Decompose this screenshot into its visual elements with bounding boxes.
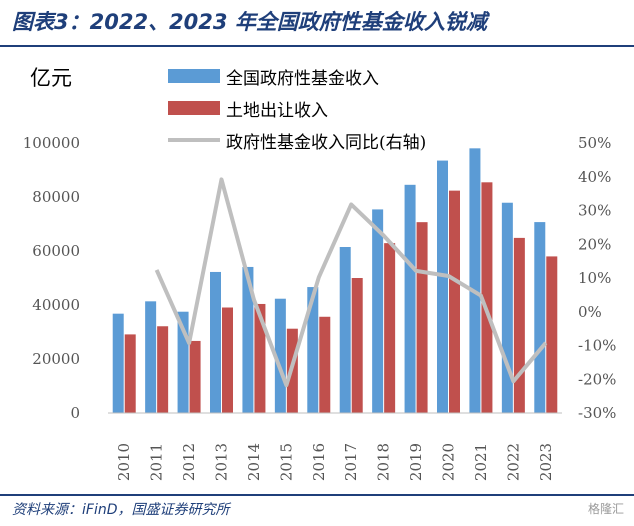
x-tick-label: 2021 [472,443,490,481]
bar-fund [404,184,416,413]
x-tick-label: 2018 [375,443,393,481]
bar-fund [242,266,254,413]
legend-label-land: 土地出让收入 [226,100,328,121]
legend-label-yoy: 政府性基金收入同比(右轴) [226,132,427,153]
y-left-tick-label: 40000 [32,296,80,314]
bar-land [384,243,396,413]
x-tick-label: 2020 [440,443,458,481]
y-unit-label: 亿元 [30,66,72,90]
source-note: 资料来源：iFinD，国盛证券研究所 [12,502,230,518]
title-rule [0,45,634,47]
x-tick-label: 2012 [180,443,198,481]
bar-fund [437,160,448,413]
y-right-tick-label: -20% [578,370,616,388]
chart-canvas: 0 20000 40000 60000 80000 100000 -30% -20% -10% 0… [23,134,617,481]
y-right-tick-label: 20% [578,235,611,253]
legend-label-fund: 全国政府性基金收入 [226,68,379,89]
legend-item-fund: 全国政府性基金收入 [168,60,426,92]
bar-fund [274,298,286,413]
legend: 全国政府性基金收入 土地出让收入 政府性基金收入同比(右轴) [168,60,426,156]
bar-fund [112,313,124,413]
x-tick-label: 2010 [115,443,133,481]
bar-land [513,237,525,413]
figure-title: 图表3：2022、2023 年全国政府性基金收入锐减 [12,10,487,34]
y-right-tick-label: -30% [578,404,616,422]
bar-land [222,307,233,413]
x-tick-label: 2016 [310,443,328,481]
x-tick-label: 2023 [537,443,555,481]
legend-swatch-land [168,101,220,115]
y-right-tick-label: 50% [578,134,611,152]
bar-fund [501,202,513,413]
y-right-tick-label: 10% [578,269,611,287]
x-tick-label: 2015 [277,443,295,481]
bar-land [416,222,428,413]
watermark: 格隆汇 [587,502,624,516]
bar-land [157,326,169,413]
y-right-tick-label: 30% [578,202,611,220]
legend-swatch-fund [168,69,220,83]
bar-land [189,340,201,413]
bar-land [481,182,493,413]
y-left-tick-label: 60000 [32,242,80,260]
legend-item-land: 土地出让收入 [168,92,426,124]
bar-fund [339,247,351,413]
y-right-tick-label: 40% [578,168,611,186]
bar-land [319,316,331,413]
bar-fund [177,311,189,413]
y-left-tick-label: 0 [70,404,80,422]
y-left-tick-label: 100000 [23,134,80,152]
x-tick-label: 2019 [407,443,425,481]
x-tick-label: 2014 [245,443,263,481]
bar-land [449,190,460,413]
y-left-tick-label: 20000 [32,350,80,368]
bar-land [351,278,363,413]
bar-fund [210,271,221,413]
y-right-tick-label: 0% [578,303,602,321]
bar-fund [372,209,384,413]
x-tick-label: 2017 [342,443,360,481]
bar-fund [145,301,157,413]
x-tick-label: 2011 [148,443,166,481]
y-right-tick-label: -10% [578,337,616,355]
x-tick-label: 2013 [213,443,231,481]
bar-fund [534,222,546,413]
bar-land [124,334,136,413]
bar-land [254,303,266,413]
legend-swatch-yoy [168,138,220,142]
footer-rule [0,494,634,496]
bar-land [546,256,558,413]
y-left-tick-label: 80000 [32,188,80,206]
bar-fund [469,148,481,413]
series-line-yoy [154,177,548,388]
x-tick-label: 2022 [504,443,522,481]
legend-item-yoy: 政府性基金收入同比(右轴) [168,124,426,156]
bar-fund [307,287,319,413]
